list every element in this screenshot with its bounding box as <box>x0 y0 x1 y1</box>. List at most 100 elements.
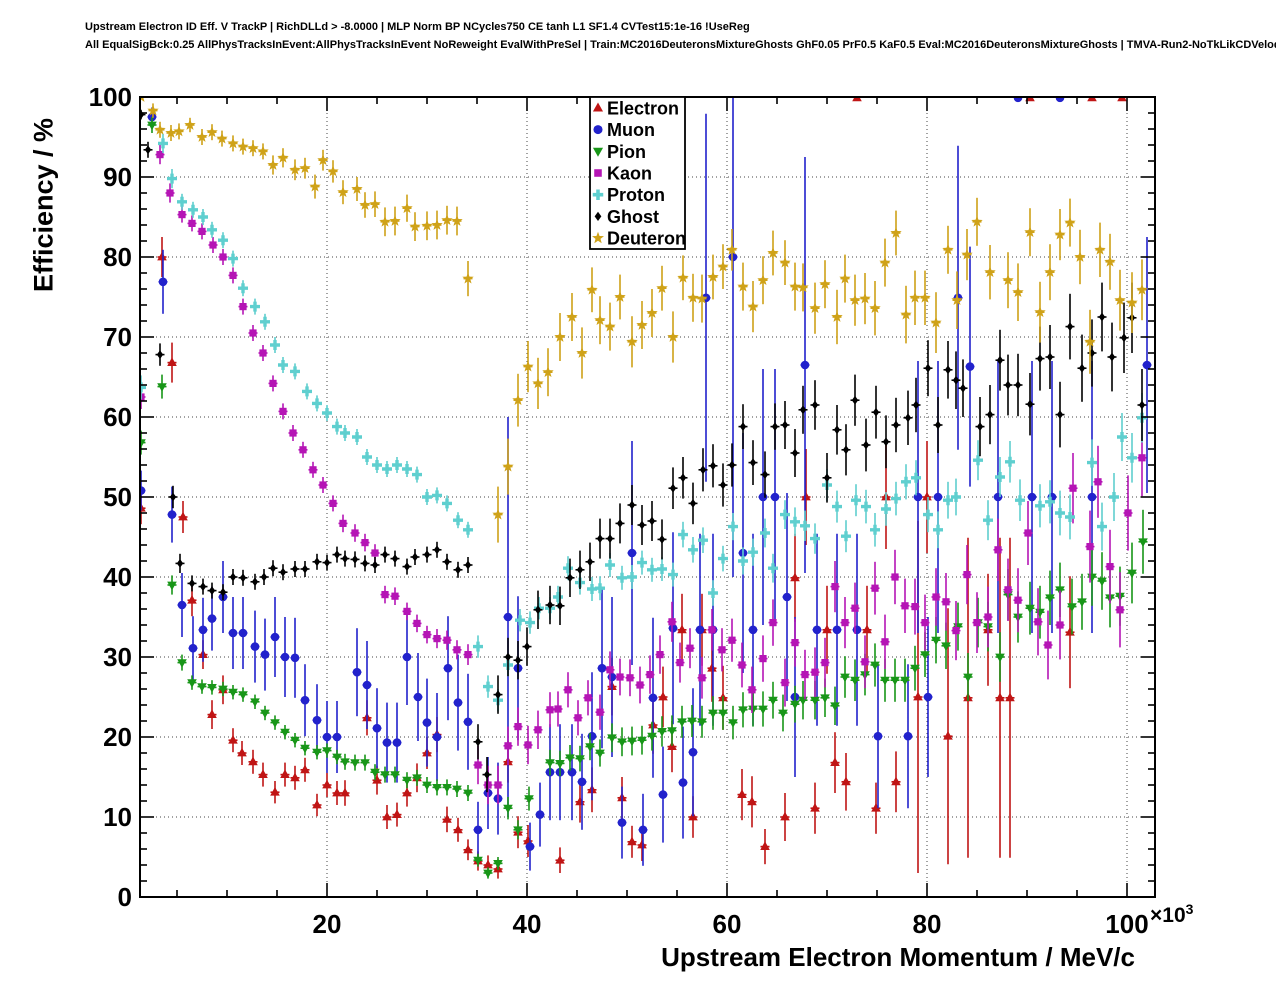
data-point <box>1138 400 1146 410</box>
data-point <box>986 410 994 419</box>
data-point <box>332 787 342 797</box>
data-point <box>861 501 871 512</box>
data-point <box>770 492 780 502</box>
data-point <box>484 781 492 789</box>
data-point <box>464 560 472 570</box>
data-point <box>165 127 177 138</box>
data-point <box>250 642 260 651</box>
data-point <box>891 776 901 786</box>
data-point <box>1117 432 1127 442</box>
data-point <box>699 465 707 475</box>
data-point <box>1045 594 1055 603</box>
data-point <box>140 393 145 401</box>
data-point <box>709 461 717 471</box>
data-point <box>647 564 657 575</box>
legend-marker-deuteron <box>592 231 604 244</box>
data-point <box>738 556 748 566</box>
data-point <box>554 705 562 713</box>
data-point <box>442 498 452 509</box>
data-point <box>188 579 196 588</box>
data-point <box>494 690 502 699</box>
data-point <box>646 307 658 318</box>
data-point <box>627 836 637 846</box>
data-point <box>780 509 790 520</box>
data-point <box>322 747 332 756</box>
data-point <box>389 215 401 226</box>
data-point <box>881 504 891 514</box>
data-point <box>323 558 331 567</box>
data-point <box>1077 598 1087 607</box>
legend-label-deuteron: Deuteron <box>607 229 686 249</box>
data-point <box>648 693 658 703</box>
data-point <box>218 235 228 246</box>
y-tick-label: 30 <box>103 642 132 672</box>
data-point <box>996 355 1004 365</box>
data-point <box>431 219 443 230</box>
data-point <box>965 362 975 371</box>
data-point <box>585 743 595 752</box>
data-point <box>381 591 389 599</box>
data-point <box>932 593 940 601</box>
data-point <box>322 408 332 418</box>
data-point <box>890 227 902 238</box>
data-point <box>791 448 799 458</box>
data-point <box>870 661 880 671</box>
data-point <box>566 573 574 583</box>
data-point <box>1056 410 1064 419</box>
data-point <box>198 212 208 222</box>
data-point <box>862 440 870 450</box>
data-point <box>176 559 184 568</box>
data-point <box>147 104 159 116</box>
data-point <box>402 776 412 786</box>
data-point <box>689 499 697 508</box>
data-point <box>923 692 933 702</box>
data-point <box>748 686 756 694</box>
data-point <box>933 492 943 502</box>
data-point <box>277 151 289 163</box>
data-point <box>250 698 260 707</box>
data-point <box>760 528 770 538</box>
data-point <box>748 625 758 635</box>
legend-box <box>589 96 686 250</box>
data-point <box>879 256 891 268</box>
data-point <box>739 422 747 431</box>
data-point <box>831 311 843 322</box>
data-point <box>188 219 196 227</box>
data-point <box>219 587 227 597</box>
data-point <box>861 658 869 666</box>
data-point <box>811 400 819 410</box>
data-point <box>332 732 342 742</box>
y-tick-label: 0 <box>118 882 132 912</box>
data-point <box>656 282 668 294</box>
x-tick-label: 60 <box>713 909 742 939</box>
data-point <box>515 615 525 626</box>
data-point <box>370 768 380 778</box>
x-axis-title: Upstream Electron Momentum / MeV/c <box>661 942 1135 972</box>
data-point <box>748 547 758 558</box>
data-point <box>1104 255 1116 267</box>
data-point <box>1114 294 1126 306</box>
data-point <box>841 619 849 627</box>
data-point <box>154 123 166 135</box>
data-point <box>463 789 473 799</box>
data-point <box>687 291 699 303</box>
data-point <box>678 778 688 787</box>
data-point <box>423 631 431 639</box>
data-point <box>493 860 503 869</box>
data-point <box>810 803 820 812</box>
data-point <box>409 220 421 232</box>
data-point <box>1116 606 1124 614</box>
data-point <box>391 592 399 600</box>
data-point <box>483 869 493 879</box>
data-point <box>208 586 216 595</box>
data-point <box>924 363 932 373</box>
legend-marker-kaon <box>594 169 602 177</box>
data-point <box>933 524 943 535</box>
data-point <box>525 842 535 851</box>
data-point <box>984 266 996 278</box>
data-point <box>260 650 270 659</box>
data-point <box>782 592 792 602</box>
data-point <box>412 774 422 783</box>
series-deuteron <box>140 97 1148 543</box>
data-point <box>302 386 312 397</box>
